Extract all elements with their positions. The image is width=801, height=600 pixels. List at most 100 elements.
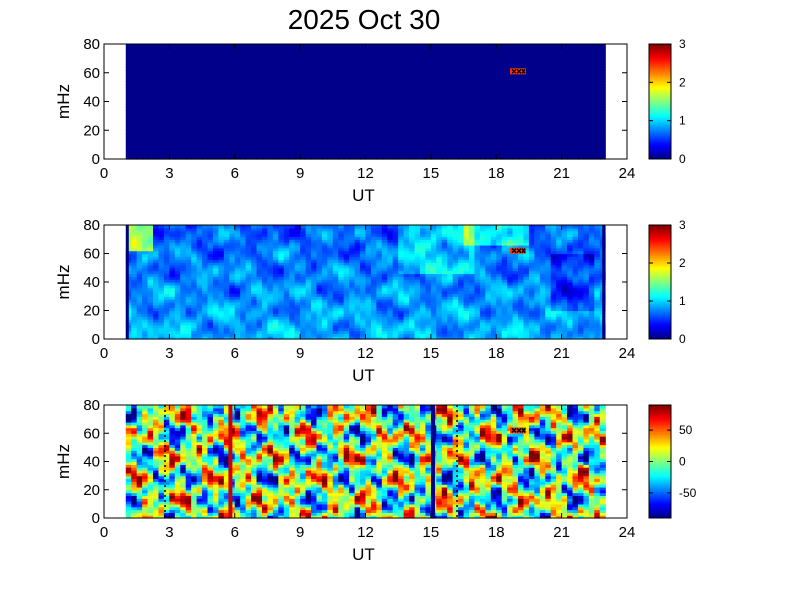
heatmap-cell [147, 324, 154, 329]
heatmap-cell [425, 98, 432, 103]
heatmap-cell [485, 75, 492, 80]
heatmap-cell [174, 327, 181, 332]
heatmap-cell [398, 58, 405, 62]
heatmap-cell [185, 52, 192, 57]
heatmap-cell [419, 130, 427, 134]
heatmap-cell [294, 113, 301, 117]
heatmap-cell [180, 299, 187, 303]
heatmap-cell [245, 239, 252, 243]
heatmap-cell [518, 92, 525, 97]
heatmap-cell [125, 98, 132, 103]
heatmap-cell [191, 284, 198, 289]
heatmap-cell [474, 84, 481, 88]
heatmap-cell [370, 127, 377, 131]
heatmap-cell [539, 98, 546, 103]
heatmap-cell [245, 55, 252, 59]
heatmap-cell [174, 301, 181, 306]
heatmap-cell [311, 84, 318, 88]
heatmap-cell [202, 46, 209, 51]
heatmap-cell [202, 81, 209, 85]
heatmap-cell [256, 44, 263, 48]
heatmap-cell [398, 113, 405, 117]
heatmap-cell [240, 259, 247, 263]
heatmap-cell [191, 293, 198, 297]
heatmap-cell [496, 90, 503, 94]
heatmap-cell [300, 81, 307, 85]
heatmap-cell [436, 133, 443, 137]
heatmap-cell [142, 301, 149, 306]
heatmap-cell [251, 296, 258, 300]
heatmap-cell [588, 115, 595, 120]
heatmap-cell [125, 256, 132, 260]
heatmap-cell [240, 115, 247, 120]
heatmap-cell [256, 279, 263, 283]
heatmap-cell [158, 287, 165, 292]
heatmap-cell [142, 69, 149, 74]
heatmap-cell [240, 49, 247, 54]
heatmap-cell [169, 264, 176, 269]
heatmap-cell [458, 90, 465, 94]
heatmap-cell [300, 156, 307, 160]
heatmap-cell [196, 290, 203, 294]
heatmap-cell [550, 64, 557, 68]
heatmap-cell [545, 113, 552, 117]
heatmap-cell [528, 75, 535, 80]
heatmap-cell [191, 296, 198, 300]
heatmap-cell [381, 58, 388, 62]
heatmap-cell [534, 55, 541, 59]
heatmap-cell [158, 121, 165, 126]
heatmap-cell [158, 64, 165, 68]
colorbar-swatch [649, 76, 671, 79]
heatmap-cell [256, 327, 263, 332]
heatmap-cell [174, 144, 181, 149]
heatmap-cell [261, 307, 269, 312]
heatmap-cell [545, 84, 552, 88]
heatmap-cell [223, 293, 230, 297]
colorbar-swatch [649, 144, 671, 147]
heatmap-cell [267, 136, 274, 140]
heatmap-cell [245, 259, 252, 263]
heatmap-cell [218, 156, 225, 160]
heatmap-cell [169, 290, 176, 294]
heatmap-cell [469, 69, 476, 74]
heatmap-cell [436, 90, 443, 94]
heatmap-cell [256, 253, 263, 257]
heatmap-cell [343, 49, 350, 54]
heatmap-cell [528, 81, 535, 85]
heatmap-cell [180, 264, 187, 269]
heatmap-cell [430, 46, 437, 51]
heatmap-cell [528, 46, 535, 51]
heatmap-cell [212, 138, 220, 143]
heatmap-cell [305, 58, 312, 62]
heatmap-cell [523, 130, 530, 134]
heatmap-cell [512, 130, 519, 134]
heatmap-cell [191, 307, 198, 312]
heatmap-cell [523, 121, 530, 126]
heatmap-cell [218, 81, 225, 85]
heatmap-cell [153, 287, 160, 292]
heatmap-cell [479, 87, 486, 91]
heatmap-cell [398, 110, 405, 114]
heatmap-cell [458, 61, 465, 65]
heatmap-cell [550, 58, 557, 62]
heatmap-cell [218, 69, 225, 74]
heatmap-cell [300, 287, 307, 292]
heatmap-cell [147, 242, 154, 246]
heatmap-cell [534, 69, 541, 74]
heatmap-cell [365, 61, 372, 65]
heatmap-cell [169, 304, 176, 309]
heatmap-cell [365, 101, 372, 105]
heatmap-cell [283, 55, 290, 59]
heatmap-cell [479, 150, 486, 154]
heatmap-cell [321, 78, 328, 82]
heatmap-cell [223, 267, 230, 272]
heatmap-cell [158, 230, 165, 235]
heatmap-cell [294, 264, 301, 269]
heatmap-cell [163, 75, 170, 80]
heatmap-cell [158, 87, 165, 91]
heatmap-cell [534, 64, 541, 68]
heatmap-cell [261, 244, 269, 249]
heatmap-cell [289, 61, 296, 65]
heatmap-cell [294, 110, 301, 114]
heatmap-cell [180, 273, 187, 277]
